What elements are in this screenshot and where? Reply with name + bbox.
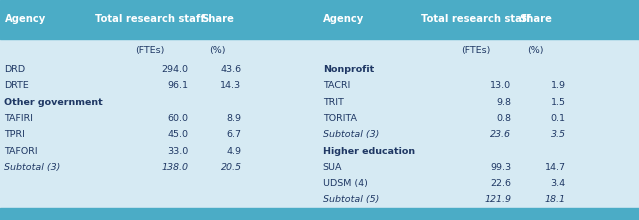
Text: TRIT: TRIT	[323, 98, 344, 107]
Text: TAFORI: TAFORI	[4, 147, 38, 156]
Text: UDSM (4): UDSM (4)	[323, 179, 367, 188]
Text: 43.6: 43.6	[220, 65, 242, 74]
Text: (FTEs): (FTEs)	[135, 46, 165, 55]
Text: TPRI: TPRI	[4, 130, 26, 139]
Text: Agency: Agency	[323, 14, 364, 24]
Text: 45.0: 45.0	[167, 130, 189, 139]
Text: 99.3: 99.3	[490, 163, 511, 172]
Text: 22.6: 22.6	[490, 179, 511, 188]
Text: 4.9: 4.9	[227, 147, 242, 156]
Text: SUA: SUA	[323, 163, 343, 172]
Text: Agency: Agency	[4, 14, 46, 24]
Text: 3.5: 3.5	[551, 130, 566, 139]
Text: 6.7: 6.7	[227, 130, 242, 139]
Text: DRD: DRD	[4, 65, 26, 74]
Text: 1.5: 1.5	[551, 98, 566, 107]
Text: 9.8: 9.8	[497, 98, 511, 107]
Text: 60.0: 60.0	[167, 114, 189, 123]
Text: 23.6: 23.6	[490, 130, 511, 139]
Text: 0.8: 0.8	[497, 114, 511, 123]
Text: 13.0: 13.0	[490, 81, 511, 90]
Text: Total research staff: Total research staff	[95, 14, 205, 24]
Text: Share: Share	[519, 14, 552, 24]
Text: (%): (%)	[209, 46, 226, 55]
Text: Share: Share	[201, 14, 234, 24]
Text: 33.0: 33.0	[167, 147, 189, 156]
Text: 20.5: 20.5	[220, 163, 242, 172]
Text: (%): (%)	[527, 46, 544, 55]
Text: TORITA: TORITA	[323, 114, 357, 123]
Text: Subtotal (3): Subtotal (3)	[4, 163, 61, 172]
Bar	[0, 0, 639, 38]
Text: 14.3: 14.3	[220, 81, 242, 90]
Text: 3.4: 3.4	[550, 179, 566, 188]
Text: DRTE: DRTE	[4, 81, 29, 90]
Text: 294.0: 294.0	[162, 65, 189, 74]
Text: Subtotal (5): Subtotal (5)	[323, 195, 379, 204]
Text: Total research staff: Total research staff	[421, 14, 531, 24]
Bar	[0, 208, 639, 220]
Text: TAFIRI: TAFIRI	[4, 114, 33, 123]
Text: Higher education: Higher education	[323, 147, 415, 156]
Text: TACRI: TACRI	[323, 81, 350, 90]
Text: Nonprofit: Nonprofit	[323, 65, 374, 74]
Text: 8.9: 8.9	[227, 114, 242, 123]
Text: (FTEs): (FTEs)	[461, 46, 491, 55]
Text: Other government: Other government	[4, 98, 104, 107]
Text: 0.1: 0.1	[551, 114, 566, 123]
Text: 18.1: 18.1	[544, 195, 566, 204]
Text: 14.7: 14.7	[544, 163, 566, 172]
Text: Subtotal (3): Subtotal (3)	[323, 130, 379, 139]
Text: 138.0: 138.0	[162, 163, 189, 172]
Text: 121.9: 121.9	[484, 195, 511, 204]
Text: 1.9: 1.9	[551, 81, 566, 90]
Text: 96.1: 96.1	[167, 81, 189, 90]
